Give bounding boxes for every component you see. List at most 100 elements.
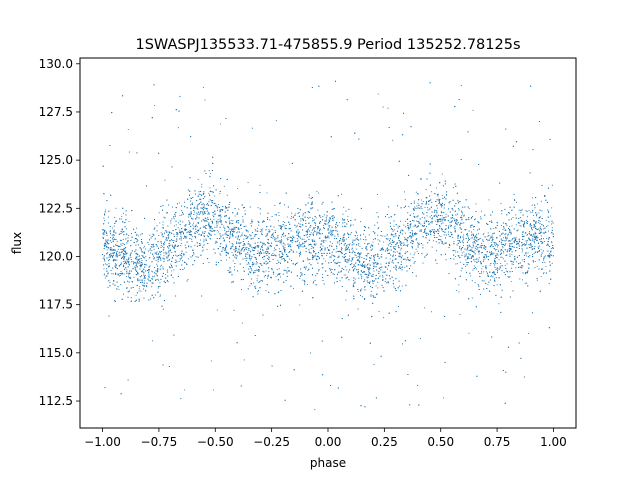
data-point — [257, 275, 259, 277]
data-point — [214, 195, 216, 197]
data-point — [267, 252, 269, 254]
data-point — [180, 245, 182, 247]
data-point — [216, 229, 218, 232]
data-point — [257, 207, 259, 209]
data-point — [461, 215, 463, 217]
data-point — [132, 267, 134, 270]
data-point — [407, 244, 409, 246]
data-point — [500, 203, 502, 205]
data-point — [182, 260, 184, 262]
data-point — [501, 213, 503, 215]
data-point — [516, 261, 518, 263]
data-point — [298, 222, 300, 224]
data-point — [376, 193, 379, 195]
data-point — [496, 253, 498, 255]
data-point — [382, 241, 384, 243]
data-point — [123, 273, 125, 275]
data-point — [149, 252, 152, 254]
data-point — [275, 120, 277, 122]
data-point — [278, 240, 281, 242]
data-point — [231, 230, 233, 232]
data-point — [259, 252, 261, 255]
data-point — [205, 238, 207, 240]
data-point — [126, 269, 128, 271]
data-point — [450, 226, 452, 228]
data-point — [395, 245, 397, 247]
data-point — [331, 232, 333, 234]
data-point — [202, 203, 204, 205]
data-point — [191, 235, 193, 238]
data-point — [318, 192, 320, 194]
data-point — [366, 265, 368, 267]
data-point — [249, 267, 252, 269]
data-point — [255, 263, 257, 265]
data-point — [262, 228, 264, 230]
data-point — [542, 238, 545, 240]
data-point — [440, 236, 442, 238]
data-point — [216, 209, 219, 211]
data-point — [485, 268, 487, 270]
data-point — [250, 222, 252, 224]
data-point — [159, 222, 161, 224]
data-point — [443, 243, 445, 245]
data-point — [271, 229, 273, 231]
data-point — [443, 217, 446, 219]
data-point — [263, 258, 265, 260]
data-point — [509, 253, 511, 255]
data-point — [474, 235, 477, 238]
data-point — [473, 265, 476, 267]
data-point — [393, 225, 395, 227]
data-point — [470, 237, 472, 239]
data-point — [361, 288, 363, 290]
data-point — [246, 263, 248, 265]
data-point — [261, 230, 263, 232]
data-point — [219, 192, 221, 195]
data-point — [158, 258, 160, 260]
data-point — [284, 247, 286, 249]
data-point — [130, 297, 132, 299]
data-point — [216, 241, 218, 244]
data-point — [118, 275, 121, 277]
data-point — [214, 205, 216, 207]
data-point — [441, 220, 443, 222]
data-point — [200, 239, 202, 241]
data-point — [462, 244, 465, 247]
data-point — [453, 226, 455, 228]
data-point — [396, 251, 398, 253]
data-point — [540, 275, 542, 278]
data-point — [428, 203, 430, 205]
data-point — [308, 217, 310, 219]
data-point — [551, 241, 553, 243]
data-point — [321, 263, 323, 265]
data-point — [125, 228, 128, 230]
data-point — [128, 235, 130, 237]
data-point — [483, 232, 485, 234]
data-point — [376, 222, 378, 224]
data-point — [183, 267, 186, 269]
data-point — [436, 263, 438, 265]
data-point — [189, 222, 191, 224]
data-point — [181, 214, 183, 216]
data-point — [222, 248, 224, 250]
data-point — [342, 238, 344, 240]
data-point — [157, 287, 159, 289]
data-point — [159, 285, 161, 287]
data-point — [143, 272, 145, 274]
data-point — [359, 295, 362, 297]
data-point — [115, 220, 117, 222]
data-point — [211, 230, 214, 232]
data-point — [500, 262, 502, 264]
data-point — [228, 220, 230, 222]
data-point — [510, 267, 513, 269]
data-point — [316, 233, 318, 235]
data-point — [540, 200, 542, 202]
data-point — [132, 261, 134, 263]
data-point — [277, 220, 279, 222]
data-point — [208, 262, 210, 264]
data-point — [145, 255, 147, 257]
data-point — [244, 210, 246, 212]
data-point — [496, 248, 498, 251]
data-point — [361, 276, 363, 278]
data-point — [202, 86, 205, 88]
data-point — [432, 217, 434, 219]
